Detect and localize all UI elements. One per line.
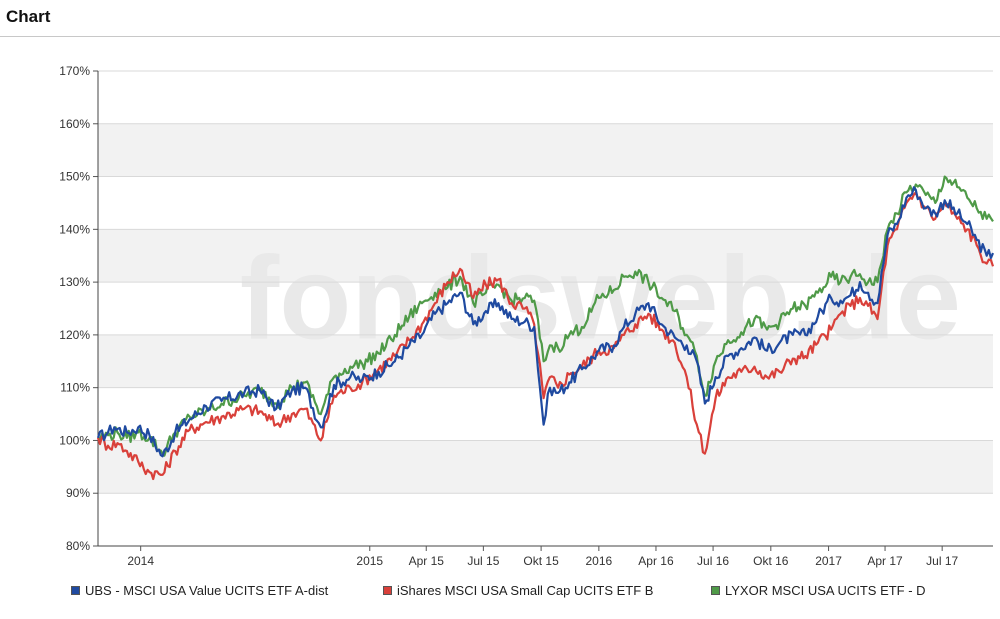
y-tick-label: 150%: [59, 170, 90, 184]
legend-swatch-ishares: [383, 586, 392, 595]
x-tick-label: Okt 16: [753, 554, 789, 568]
x-tick-label: Apr 16: [638, 554, 674, 568]
x-tick-label: 2017: [815, 554, 842, 568]
chart-legend: UBS - MSCI USA Value UCITS ETF A-dist iS…: [0, 583, 1000, 605]
legend-swatch-lyxor: [711, 586, 720, 595]
legend-label-lyxor: LYXOR MSCI USA UCITS ETF - D: [725, 583, 926, 598]
y-tick-label: 130%: [59, 275, 90, 289]
x-tick-label: Jul 17: [926, 554, 958, 568]
legend-label-ishares: iShares MSCI USA Small Cap UCITS ETF B: [397, 583, 654, 598]
x-tick-label: Jul 15: [467, 554, 499, 568]
y-tick-label: 170%: [59, 64, 90, 78]
legend-label-ubs: UBS - MSCI USA Value UCITS ETF A-dist: [85, 583, 329, 598]
legend-item-lyxor[interactable]: LYXOR MSCI USA UCITS ETF - D: [711, 583, 926, 598]
x-tick-label: Apr 17: [867, 554, 903, 568]
y-tick-label: 140%: [59, 222, 90, 236]
line-chart: fondsweb.de80%90%100%110%120%130%140%150…: [59, 64, 995, 568]
legend-item-ubs[interactable]: UBS - MSCI USA Value UCITS ETF A-dist: [71, 583, 328, 598]
grid-band: [98, 123, 993, 177]
y-tick-label: 80%: [66, 539, 90, 553]
y-tick-label: 90%: [66, 486, 90, 500]
x-tick-label: 2016: [585, 554, 612, 568]
y-tick-label: 110%: [60, 381, 90, 395]
legend-item-ishares[interactable]: iShares MSCI USA Small Cap UCITS ETF B: [383, 583, 653, 598]
y-tick-label: 120%: [59, 328, 90, 342]
x-tick-label: Jul 16: [697, 554, 729, 568]
series-line-2: [97, 175, 994, 457]
y-tick-label: 160%: [59, 117, 90, 131]
grid-band: [98, 440, 993, 494]
series-line-0: [96, 186, 995, 458]
x-tick-label: 2015: [356, 554, 383, 568]
grid-band: [98, 229, 993, 283]
x-tick-label: 2014: [127, 554, 154, 568]
panel-header: Chart: [0, 0, 1000, 37]
legend-swatch-ubs: [71, 586, 80, 595]
y-tick-label: 100%: [59, 433, 90, 447]
series-line-1: [96, 191, 995, 481]
x-tick-label: Okt 15: [523, 554, 559, 568]
panel-title: Chart: [6, 7, 51, 26]
x-tick-label: Apr 15: [409, 554, 445, 568]
